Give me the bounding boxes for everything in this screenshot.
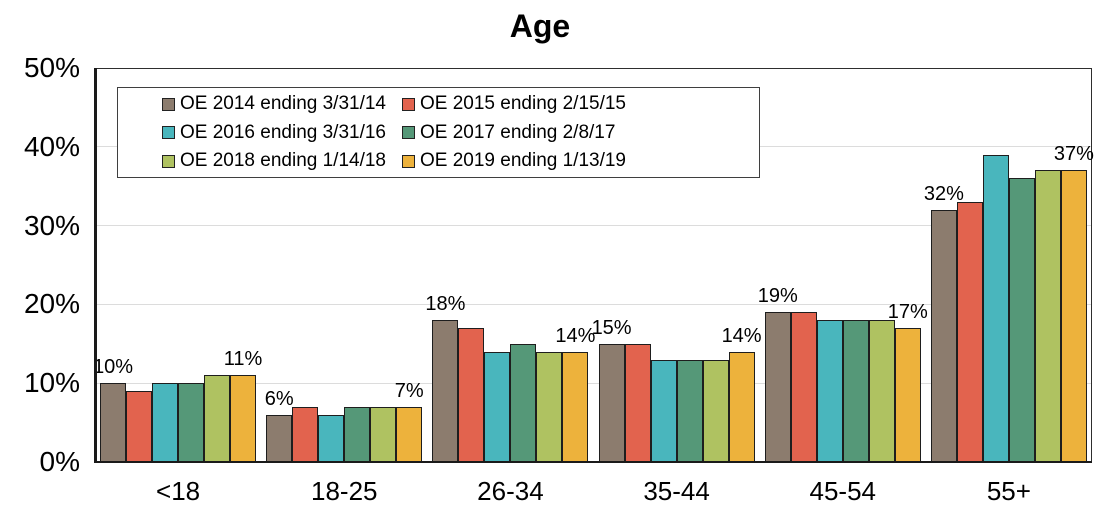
legend-swatch (402, 126, 415, 139)
legend-label: OE 2014 ending 3/31/14 (180, 93, 387, 114)
bar (842, 320, 869, 462)
gridline (96, 303, 1091, 305)
bar-value-label: 10% (93, 356, 134, 379)
bar-value-label: 17% (887, 301, 928, 324)
bar (764, 312, 791, 462)
bar (536, 351, 563, 462)
bar (956, 201, 983, 462)
legend: OE 2014 ending 3/31/14 OE 2015 ending 2/1… (117, 87, 760, 178)
bar-value-label: 18% (425, 293, 466, 316)
bar (982, 154, 1009, 462)
x-category-label: 26-34 (477, 476, 544, 506)
legend-item: OE 2018 ending 1/14/18 (162, 149, 402, 174)
bar (650, 359, 677, 462)
bar (484, 351, 511, 462)
legend-swatch (162, 97, 175, 111)
y-tick-label: 30% (23, 209, 80, 241)
bar (790, 312, 817, 462)
bar (230, 375, 257, 462)
bar-value-label: 19% (757, 285, 798, 308)
bar (728, 351, 755, 462)
legend-label: OE 2017 ending 2/8/17 (420, 121, 616, 143)
bar (816, 320, 843, 462)
legend-label: OE 2016 ending 3/31/16 (180, 121, 387, 143)
legend-swatch (402, 97, 415, 111)
legend-item: OE 2016 ending 3/31/16 (162, 120, 402, 145)
legend-item: OE 2015 ending 2/15/15 (402, 92, 759, 117)
bar (1060, 170, 1087, 462)
legend-item: OE 2014 ending 3/31/14 (162, 92, 402, 117)
bar-value-label: 14% (555, 324, 596, 347)
bar (1034, 170, 1061, 462)
legend-label: OE 2015 ending 2/15/15 (420, 93, 627, 114)
x-category-label: 18-25 (311, 476, 378, 506)
bar-value-label: 6% (264, 387, 294, 410)
x-category-label: 35-44 (643, 476, 710, 506)
legend-swatch (162, 126, 175, 139)
bar (510, 343, 537, 462)
bar (598, 343, 625, 462)
bar-value-label: 7% (394, 379, 424, 402)
chart-title: Age (509, 8, 571, 44)
x-category-label: 55+ (986, 476, 1031, 506)
bar (204, 375, 231, 462)
bar (702, 359, 729, 462)
bar (894, 328, 921, 462)
bar (562, 351, 589, 462)
bar (868, 320, 895, 462)
y-axis-line (94, 68, 97, 462)
x-category-label: 45-54 (809, 476, 877, 506)
bar (458, 328, 485, 462)
legend-swatch (162, 154, 175, 168)
bar (930, 209, 957, 462)
y-tick-label: 20% (23, 288, 80, 320)
legend-label: OE 2019 ending 1/13/19 (420, 150, 627, 171)
bar (318, 414, 345, 462)
bar (152, 383, 179, 462)
gridline (96, 382, 1091, 384)
bar (1008, 178, 1035, 462)
x-axis-line (94, 460, 1092, 463)
y-tick-label: 50% (23, 52, 80, 83)
bar (178, 383, 205, 462)
bar (344, 406, 371, 462)
legend-label: OE 2018 ending 1/14/18 (180, 150, 387, 171)
x-category-label: <18 (156, 476, 201, 506)
bar (126, 391, 153, 462)
bar (292, 406, 319, 462)
gridline (96, 225, 1091, 227)
bar-value-label: 11% (223, 348, 263, 371)
legend-item: OE 2017 ending 2/8/17 (402, 120, 759, 145)
y-tick-label: 10% (23, 367, 80, 399)
bar-value-label: 15% (591, 316, 632, 339)
bar-value-label: 32% (923, 182, 964, 205)
legend-swatch (402, 154, 415, 168)
bar-value-label: 37% (1053, 143, 1094, 166)
bar (370, 406, 397, 462)
y-tick-label: 0% (39, 446, 80, 477)
legend-item: OE 2019 ending 1/13/19 (402, 149, 759, 174)
bar (676, 359, 703, 462)
bar (266, 414, 293, 462)
bar (100, 383, 127, 462)
bar-value-label: 14% (721, 324, 762, 347)
bar (624, 343, 651, 462)
y-tick-label: 40% (23, 130, 80, 162)
bar (396, 406, 423, 462)
